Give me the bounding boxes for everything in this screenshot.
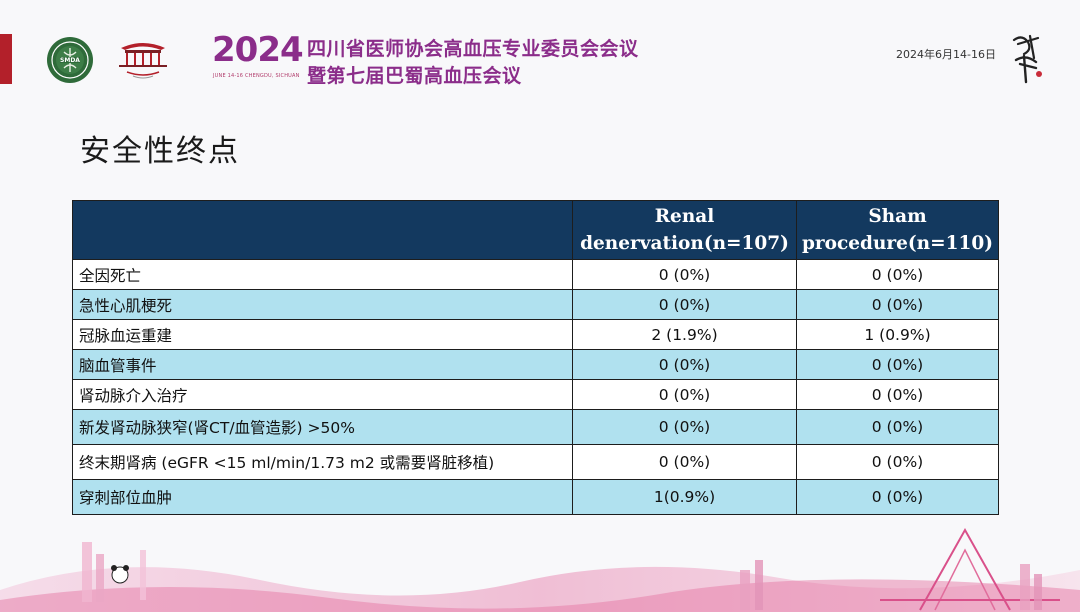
endpoint-label: 全因死亡 [72,259,573,290]
renal-denervation-value: 0 (0%) [572,259,797,290]
table-row: 终末期肾病 (eGFR <15 ml/min/1.73 m2 或需要肾脏移植) … [72,444,999,480]
slide-title: 安全性终点 [80,134,240,169]
conference-title-line1: 四川省医师协会高血压专业委员会会议 [307,38,639,60]
sham-value: 1 (0.9%) [796,319,999,350]
smda-logo-text: SMDA [60,57,80,64]
endpoint-label: 新发肾动脉狭窄(肾CT/血管造影) >50% [72,409,573,445]
table-row: 冠脉血运重建 2 (1.9%) 1 (0.9%) [72,319,999,350]
conference-location: JUNE 14-16 CHENGDU, SICHUAN [213,73,300,79]
sham-value: 0 (0%) [796,444,999,480]
endpoint-label: 冠脉血运重建 [72,319,573,350]
renal-denervation-value: 0 (0%) [572,444,797,480]
column-header-endpoint [72,200,573,260]
table-header-row: Renal denervation(n=107) Sham procedure(… [72,200,999,260]
sham-value: 0 (0%) [796,479,999,515]
endpoint-label: 终末期肾病 (eGFR <15 ml/min/1.73 m2 或需要肾脏移植) [72,444,573,480]
sham-value: 0 (0%) [796,349,999,380]
endpoint-label: 肾动脉介入治疗 [72,379,573,410]
renal-denervation-value: 0 (0%) [572,379,797,410]
accent-bar [0,34,12,84]
column-header-sham-procedure: Sham procedure(n=110) [796,200,999,260]
renal-denervation-value: 0 (0%) [572,289,797,320]
table-row: 急性心肌梗死 0 (0%) 0 (0%) [72,289,999,320]
table-row: 新发肾动脉狭窄(肾CT/血管造影) >50% 0 (0%) 0 (0%) [72,409,999,445]
decorative-footer-illustration [0,527,1080,612]
table-row: 穿刺部位血肿 1(0.9%) 0 (0%) [72,479,999,515]
renal-denervation-value: 1(0.9%) [572,479,797,515]
table-row: 脑血管事件 0 (0%) 0 (0%) [72,349,999,380]
renal-denervation-value: 2 (1.9%) [572,319,797,350]
column-header-renal-denervation: Renal denervation(n=107) [572,200,797,260]
conference-year: 2024 [212,30,304,70]
endpoint-label: 脑血管事件 [72,349,573,380]
renal-denervation-value: 0 (0%) [572,349,797,380]
sham-value: 0 (0%) [796,259,999,290]
chengdu-calligraphy-logo [1012,34,1042,84]
smda-logo: SMDA [47,37,93,83]
sham-value: 0 (0%) [796,289,999,320]
hospital-logo [119,43,167,79]
table-row: 肾动脉介入治疗 0 (0%) 0 (0%) [72,379,999,410]
conference-date: 2024年6月14-16日 [896,48,996,61]
table-row: 全因死亡 0 (0%) 0 (0%) [72,259,999,290]
endpoint-label: 穿刺部位血肿 [72,479,573,515]
sham-value: 0 (0%) [796,409,999,445]
sham-value: 0 (0%) [796,379,999,410]
renal-denervation-value: 0 (0%) [572,409,797,445]
endpoint-label: 急性心肌梗死 [72,289,573,320]
safety-endpoints-table: Renal denervation(n=107) Sham procedure(… [72,200,999,515]
conference-title-line2: 暨第七届巴蜀高血压会议 [307,65,522,87]
